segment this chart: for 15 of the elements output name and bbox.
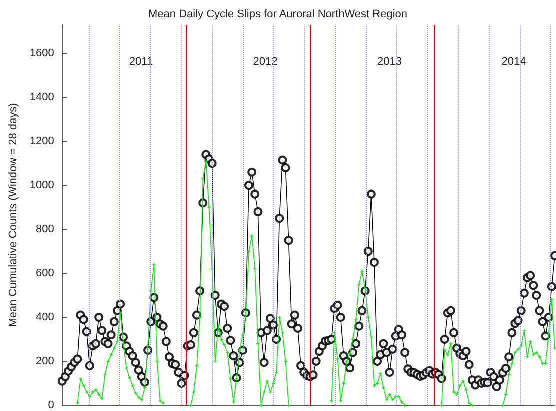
- y-tick-label: 1400: [30, 92, 54, 104]
- y-tick-label: 1000: [30, 180, 54, 192]
- annotation: 2013: [378, 56, 402, 68]
- y-tick-label: 1200: [30, 136, 54, 148]
- y-tick-label: 1600: [30, 48, 54, 60]
- y-tick-label: 0: [48, 400, 54, 411]
- annotation: 2011: [129, 56, 154, 68]
- chart-title: Mean Daily Cycle Slips for Auroral NorthWest Region: [148, 8, 408, 20]
- annotation: 2012: [253, 56, 278, 68]
- y-tick-label: 200: [36, 356, 54, 368]
- y-tick-label: 800: [36, 224, 54, 236]
- y-axis-title: Mean Cumulative Counts (Window = 28 days): [8, 103, 20, 328]
- y-tick-label: 600: [36, 268, 54, 280]
- y-tick-label: 400: [36, 312, 54, 324]
- annotation: 2014: [502, 56, 526, 68]
